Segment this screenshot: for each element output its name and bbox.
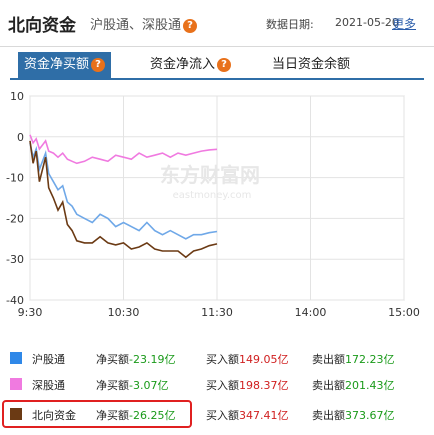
legend-net: 净买额-3.07亿 [96,379,169,392]
help-icon[interactable]: ? [91,57,106,72]
net-value: -3.07亿 [129,379,169,392]
tab-net-inflow[interactable]: 资金净流入? [150,52,232,78]
x-tick-label: 10:30 [108,306,140,319]
in-value: 347.41亿 [239,409,289,422]
in-value: 198.37亿 [239,379,289,392]
header: 北向资金 沪股通、深股通? 数据日期: 2021-05-20 更多 [0,0,434,44]
subtitle-text: 沪股通、深股通 [90,18,182,33]
legend-name: 深股通 [32,379,65,392]
x-tick-label: 14:00 [295,306,327,319]
legend-net: 净买额-23.19亿 [96,353,176,366]
legend-out: 卖出额373.67亿 [312,409,395,422]
legend-in: 买入额149.05亿 [206,353,289,366]
tab-daily-balance[interactable]: 当日资金余额 [272,52,350,78]
x-tick-label: 15:00 [388,306,420,319]
watermark: 东方财富网 [160,163,260,187]
legend-name: 北向资金 [32,409,76,422]
legend-row: 深股通 净买额-3.07亿 买入额198.37亿 卖出额201.43亿 [0,374,434,396]
legend-swatch [10,408,22,420]
help-icon[interactable]: ? [217,57,232,72]
in-value: 149.05亿 [239,353,289,366]
net-value: -23.19亿 [129,353,176,366]
x-tick-label: 11:30 [201,306,233,319]
date-label: 数据日期: [266,18,314,31]
legend-swatch [10,352,22,364]
series-line [29,140,218,259]
legend-swatch [10,378,22,390]
highlight-box [2,400,192,428]
legend-in: 买入额347.41亿 [206,409,289,422]
line-chart: 10 0 -10 -20 -30 -409:30 10:30 11:30 14:00 15:00 东… [6,90,420,319]
x-tick-label: 9:30 [18,306,43,319]
y-tick-label: 10 [10,90,24,103]
tab-underline [10,78,424,80]
tab-bar: 资金净买额? 资金净流入? 当日资金余额 [0,52,434,80]
tab-net-buy[interactable]: 资金净买额? [18,52,112,78]
legend-out: 卖出额172.23亿 [312,353,395,366]
legend-net: 净买额-26.25亿 [96,409,176,422]
out-value: 373.67亿 [345,409,395,422]
legend-row: 北向资金 净买额-26.25亿 买入额347.41亿 卖出额373.67亿 [0,404,434,426]
subtitle-links: 沪股通、深股通? [90,14,198,33]
date-value: 2021-05-20 [335,16,399,29]
legend-name: 沪股通 [32,353,65,366]
chart: 10 0 -10 -20 -30 -40 9:30 10:30 11:30 14:00 15:00 东… [0,86,434,326]
out-value: 201.43亿 [345,379,395,392]
y-tick-label: -10 [6,172,24,185]
more-link[interactable]: 更多 [392,17,417,31]
net-value: -26.25亿 [129,409,176,422]
y-tick-label: 0 [17,131,24,144]
help-icon[interactable]: ? [183,18,198,33]
watermark-sub: eastmoney.com [173,190,252,201]
y-tick-label: -20 [6,212,24,225]
series-line [29,134,218,165]
divider [0,46,434,47]
legend-row: 沪股通 净买额-23.19亿 买入额149.05亿 卖出额172.23亿 [0,348,434,370]
out-value: 172.23亿 [345,353,395,366]
legend-in: 买入额198.37亿 [206,379,289,392]
page-title: 北向资金 [8,16,76,36]
tab-net-buy-label: 资金净买额 [24,57,90,72]
tab-net-inflow-label: 资金净流入 [150,57,216,72]
legend-out: 卖出额201.43亿 [312,379,395,392]
y-tick-label: -40 [6,294,24,307]
y-tick-label: -30 [6,253,24,266]
series-line [29,142,218,240]
tab-daily-balance-label: 当日资金余额 [272,57,351,72]
